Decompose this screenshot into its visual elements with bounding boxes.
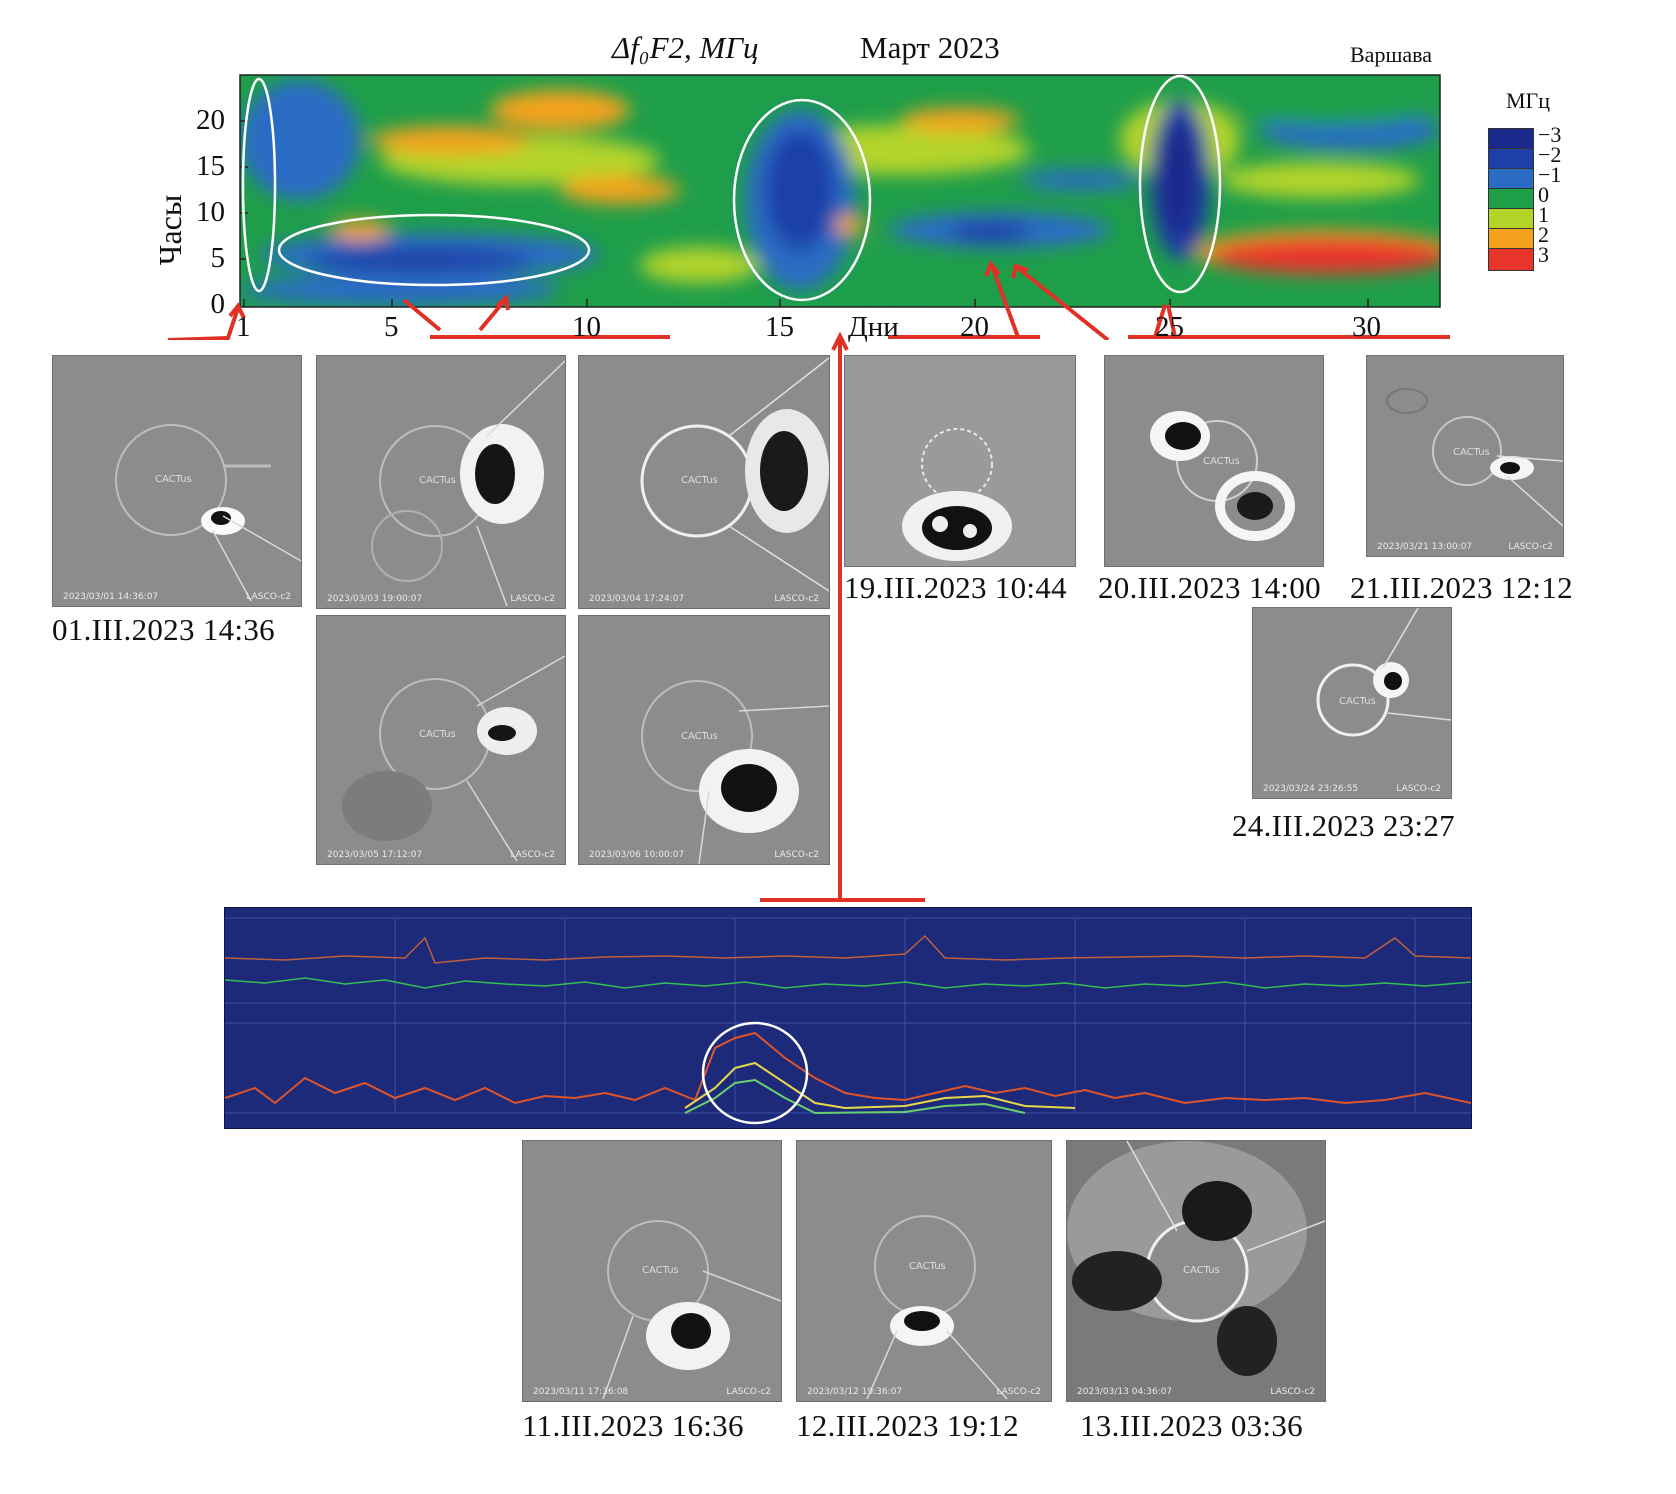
caption-19: 19.III.2023 10:44 [844,570,1067,605]
cactus-label: CACTus [419,729,456,740]
ytick-5: 5 [210,242,226,274]
coronagraph-graphic [1386,388,1563,527]
stamp-date: 2023/03/12 19:36:07 [807,1387,903,1397]
stamp-instrument: LASCO-c2 [1270,1387,1315,1397]
stamp-date: 2023/03/04 17:24:07 [589,594,685,604]
cme-image-06: CACTus 2023/03/06 10:00:07 LASCO-c2 [578,615,830,865]
cme-image-02: CACTus 2023/03/03 19:00:07 LASCO-c2 [316,355,566,609]
stamp-date: 2023/03/05 17:12:07 [327,850,423,860]
stamp-date: 2023/03/01 14:36:07 [63,592,159,602]
coronagraph-graphic [866,1215,1008,1400]
legend-label-6: 3 [1538,242,1549,267]
cme-image-19 [844,355,1076,567]
station-label: Варшава [1350,42,1433,67]
coronagraph-graphic [1150,411,1295,541]
ytick-20: 20 [196,104,225,136]
coronagraph-graphic [115,424,301,602]
cme-image-01: CACTus 2023/03/01 14:36:07 LASCO-c2 [52,355,302,607]
heatmap-svg [167,74,1450,340]
caption-24: 24.III.2023 23:27 [1232,808,1455,843]
xtick-30: 30 [1352,311,1381,343]
legend-label-2: −1 [1538,162,1562,187]
cactus-label: CACTus [909,1261,946,1272]
space-weather-panel [224,907,1472,1129]
stamp-instrument: LASCO-c2 [246,592,291,602]
coronagraph-graphic [641,680,829,864]
cme-image-12: CACTus 2023/03/12 19:36:07 LASCO-c2 [796,1140,1052,1402]
ytick-0: 0 [210,288,226,320]
connector-arrows [760,331,925,902]
stamp-date: 2023/03/21 13:00:07 [1377,542,1473,552]
cactus-label: CACTus [681,731,718,742]
stamp-instrument: LASCO-c2 [510,594,555,604]
cme-image-24: CACTus 2023/03/24 23:26:55 LASCO-c2 [1252,607,1452,799]
stamp-date: 2023/03/11 17:36:08 [533,1387,629,1397]
highlight-ellipses [241,74,1222,302]
cactus-label: CACTus [1183,1265,1220,1276]
caption-01: 01.III.2023 14:36 [52,612,275,647]
legend-label-4: 1 [1538,202,1549,227]
cme-image-05: CACTus 2023/03/05 17:12:07 LASCO-c2 [316,615,566,865]
cactus-label: CACTus [681,475,718,486]
cme-image-03: CACTus 2023/03/04 17:24:07 LASCO-c2 [578,355,830,609]
xtick-25: 25 [1155,311,1184,343]
xtick-1: 1 [236,311,251,343]
ytick-10: 10 [196,196,225,228]
cme-image-21: CACTus 2023/03/21 13:00:07 LASCO-c2 [1366,355,1564,557]
cactus-label: CACTus [419,475,456,486]
coronagraph-graphic [902,428,1012,561]
stamp-date: 2023/03/13 04:36:07 [1077,1387,1173,1397]
cactus-label: CACTus [155,474,192,485]
heatmap-title-quantity: Δf₀F2, МГц [612,30,759,65]
ytick-15: 15 [196,150,225,182]
caption-11: 11.III.2023 16:36 [522,1408,744,1443]
x-axis-label: Дни [848,311,899,343]
stamp-instrument: LASCO-c2 [1508,542,1553,552]
caption-21: 21.III.2023 12:12 [1350,570,1573,605]
cactus-label: CACTus [1453,447,1490,458]
time-series-graphic [225,917,1471,1125]
coronagraph-graphic [1067,1141,1325,1401]
stamp-date: 2023/03/24 23:26:55 [1263,784,1359,794]
coronagraph-graphic [342,655,565,862]
heatmap-field [240,75,1440,307]
stamp-instrument: LASCO-c2 [774,850,819,860]
red-arrows [167,260,1450,340]
legend-label-3: 0 [1538,182,1549,207]
legend-label-1: −2 [1538,142,1562,167]
stamp-date: 2023/03/06 10:00:07 [589,850,685,860]
legend-label-5: 2 [1538,222,1549,247]
caption-12: 12.III.2023 19:12 [796,1408,1019,1443]
stamp-instrument: LASCO-c2 [1396,784,1441,794]
coronagraph-graphic [602,1220,781,1400]
caption-20: 20.III.2023 14:00 [1098,570,1321,605]
cme-image-20: CACTus [1104,355,1324,567]
coronagraph-graphic [371,360,565,607]
stamp-date: 2023/03/03 19:00:07 [327,594,423,604]
cme-image-11: CACTus 2023/03/11 17:36:08 LASCO-c2 [522,1140,782,1402]
stamp-instrument: LASCO-c2 [996,1387,1041,1397]
xtick-15: 15 [765,311,794,343]
stamp-instrument: LASCO-c2 [510,850,555,860]
legend-label-0: −3 [1538,122,1562,147]
heatmap-title-month: Март 2023 [860,30,1000,65]
cactus-label: CACTus [1203,456,1240,467]
cactus-label: CACTus [642,1265,679,1276]
xtick-20: 20 [960,311,989,343]
cme-image-13: CACTus 2023/03/13 04:36:07 LASCO-c2 [1066,1140,1326,1402]
coronagraph-graphic [1316,608,1451,737]
caption-13: 13.III.2023 03:36 [1080,1408,1303,1443]
legend-unit: МГц [1506,88,1551,113]
xtick-5: 5 [384,311,399,343]
cactus-label: CACTus [1339,696,1376,707]
stamp-instrument: LASCO-c2 [774,594,819,604]
stamp-instrument: LASCO-c2 [726,1387,771,1397]
legend-swatch-6 [1488,248,1534,271]
xtick-10: 10 [572,311,601,343]
coronagraph-graphic [640,357,829,592]
